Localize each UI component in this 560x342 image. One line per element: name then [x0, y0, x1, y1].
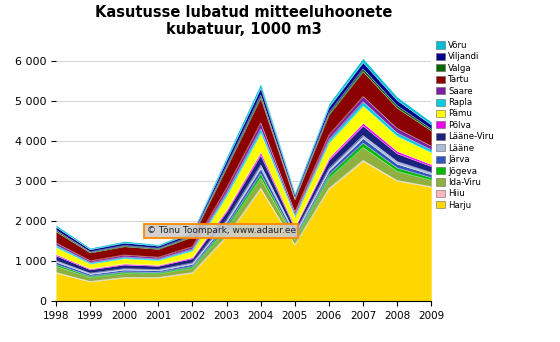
Title: Kasutusse lubatud mitteeluhoonete
kubatuur, 1000 m3: Kasutusse lubatud mitteeluhoonete kubatu… [95, 5, 393, 37]
Text: © Tõnu Toompark, www.adaur.ee: © Tõnu Toompark, www.adaur.ee [147, 226, 296, 235]
Legend: Võru, Viljandi, Valga, Tartu, Saare, Rapla, Pämu, Põlva, Lääne-Viru, Lääne, Järv: Võru, Viljandi, Valga, Tartu, Saare, Rap… [436, 40, 495, 211]
